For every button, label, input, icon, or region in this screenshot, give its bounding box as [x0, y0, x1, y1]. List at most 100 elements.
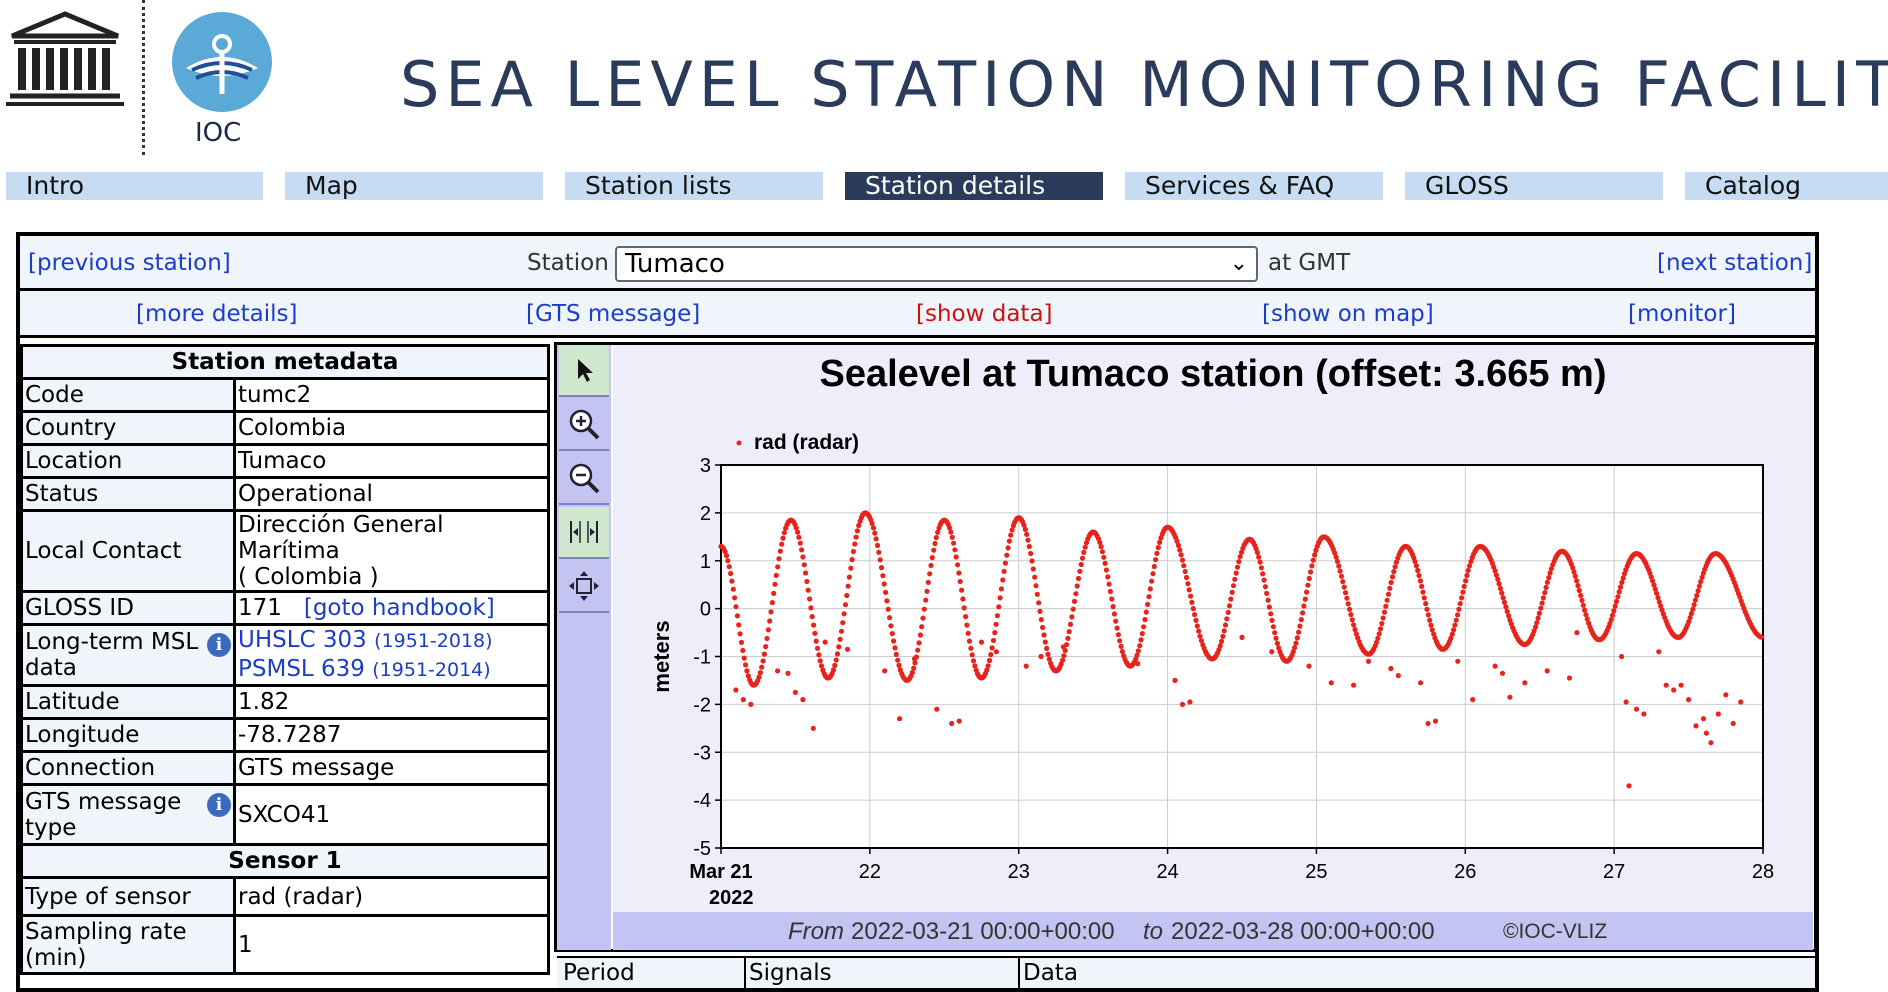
- data-point: [1312, 552, 1318, 558]
- meta-value: rad (radar): [233, 876, 550, 917]
- data-point: [878, 565, 885, 571]
- data-point: [960, 596, 966, 602]
- psmsl-years[interactable]: (1951-2014): [372, 659, 491, 681]
- data-point: [1375, 635, 1381, 641]
- data-point: [1547, 570, 1553, 576]
- data-point: [1688, 611, 1694, 617]
- zoom-in-icon[interactable]: [559, 399, 609, 451]
- data-point: [849, 557, 855, 563]
- data-point: [846, 574, 852, 580]
- data-point: [1544, 579, 1550, 585]
- zoom-out-icon[interactable]: [559, 453, 609, 505]
- data-point: [1580, 602, 1586, 608]
- data-point: [812, 630, 818, 636]
- nav-catalog[interactable]: Catalog: [1685, 172, 1888, 200]
- data-point: [779, 541, 785, 547]
- show-on-map-link[interactable]: [show on map]: [1262, 301, 1434, 327]
- previous-station-link[interactable]: [previous station]: [28, 250, 231, 276]
- meta-value: Colombia: [233, 410, 550, 446]
- data-point: [1620, 575, 1626, 581]
- fit-all-icon[interactable]: [559, 561, 609, 613]
- data-point: [1041, 632, 1047, 638]
- data-point: [993, 621, 999, 627]
- data-point: [1457, 601, 1463, 607]
- chart-area[interactable]: Sealevel at Tumaco station (offset: 3.66…: [613, 345, 1813, 950]
- data-point: [1583, 612, 1589, 618]
- data-point: [792, 689, 798, 695]
- data-point: [1254, 549, 1260, 556]
- pointer-icon[interactable]: [559, 345, 609, 397]
- data-point: [1256, 554, 1262, 560]
- nav-gloss[interactable]: GLOSS: [1405, 172, 1663, 200]
- uhslc-link[interactable]: UHSLC 303: [238, 627, 367, 653]
- data-point: [760, 658, 766, 664]
- data-point: [816, 652, 822, 658]
- data-point: [1009, 527, 1015, 533]
- data-point: [949, 534, 955, 540]
- data-point: [1006, 538, 1012, 544]
- data-point: [1237, 554, 1243, 560]
- data-point: [1030, 566, 1036, 572]
- data-point: [1216, 647, 1222, 653]
- data-point: [1230, 583, 1237, 589]
- data-point: [1385, 591, 1392, 597]
- data-point: [799, 547, 805, 553]
- data-point: [1258, 565, 1264, 571]
- data-point: [818, 663, 825, 669]
- fit-horizontal-icon[interactable]: [559, 507, 609, 559]
- psmsl-link[interactable]: PSMSL 639: [238, 656, 365, 682]
- data-point: [978, 639, 985, 645]
- data-point: [767, 618, 773, 624]
- data-point: [1571, 569, 1577, 575]
- data-point: [1239, 634, 1245, 640]
- data-point: [1082, 544, 1088, 550]
- y-axis-label: meters: [649, 620, 674, 692]
- monitor-link[interactable]: [monitor]: [1628, 301, 1736, 327]
- data-point: [1464, 572, 1470, 579]
- data-point: [1150, 571, 1156, 577]
- data-point: [1692, 597, 1698, 603]
- data-point: [1574, 630, 1580, 636]
- data-point: [889, 631, 895, 637]
- data-point: [1334, 558, 1340, 564]
- nav-services-faq[interactable]: Services & FAQ: [1125, 172, 1383, 200]
- data-point: [869, 520, 875, 526]
- nav-intro[interactable]: Intro: [6, 172, 263, 200]
- data-point: [1626, 783, 1632, 789]
- data-point: [1040, 624, 1046, 631]
- station-metadata-table: Station metadata Code tumc2 Country Colomb…: [20, 344, 550, 975]
- data-point: [1045, 651, 1051, 657]
- data-point: [1492, 568, 1498, 574]
- station-select[interactable]: Tumaco ⌄: [615, 246, 1258, 282]
- data-point: [1655, 595, 1661, 601]
- data-point: [1004, 552, 1010, 558]
- info-icon[interactable]: i: [207, 633, 231, 657]
- data-point: [1615, 594, 1621, 600]
- more-details-link[interactable]: [more details]: [136, 301, 298, 327]
- data-point: [1582, 607, 1588, 613]
- data-point: [957, 578, 963, 585]
- data-point: [1423, 601, 1429, 607]
- data-point: [1117, 638, 1123, 644]
- nav-station-details[interactable]: Station details: [845, 172, 1103, 200]
- data-point: [1723, 692, 1729, 698]
- data-point: [1309, 563, 1315, 569]
- uhslc-years[interactable]: (1951-2018): [374, 630, 493, 652]
- data-point: [1453, 617, 1459, 623]
- nav-map[interactable]: Map: [285, 172, 543, 200]
- gts-message-link[interactable]: [GTS message]: [526, 301, 701, 327]
- info-icon[interactable]: i: [207, 792, 231, 817]
- goto-handbook-link[interactable]: [goto handbook]: [303, 595, 495, 621]
- data-point: [1353, 631, 1359, 637]
- data-point: [1024, 531, 1030, 537]
- data-point: [1656, 599, 1662, 605]
- data-point: [1274, 640, 1280, 646]
- data-point: [1456, 606, 1462, 612]
- data-point: [1023, 663, 1029, 669]
- data-point: [1352, 626, 1358, 633]
- next-station-link[interactable]: [next station]: [1657, 250, 1813, 276]
- show-data-link[interactable]: [show data]: [916, 301, 1053, 327]
- data-point: [1143, 609, 1149, 615]
- sampling-label-line: Sampling rate: [25, 918, 187, 945]
- nav-station-lists[interactable]: Station lists: [565, 172, 823, 200]
